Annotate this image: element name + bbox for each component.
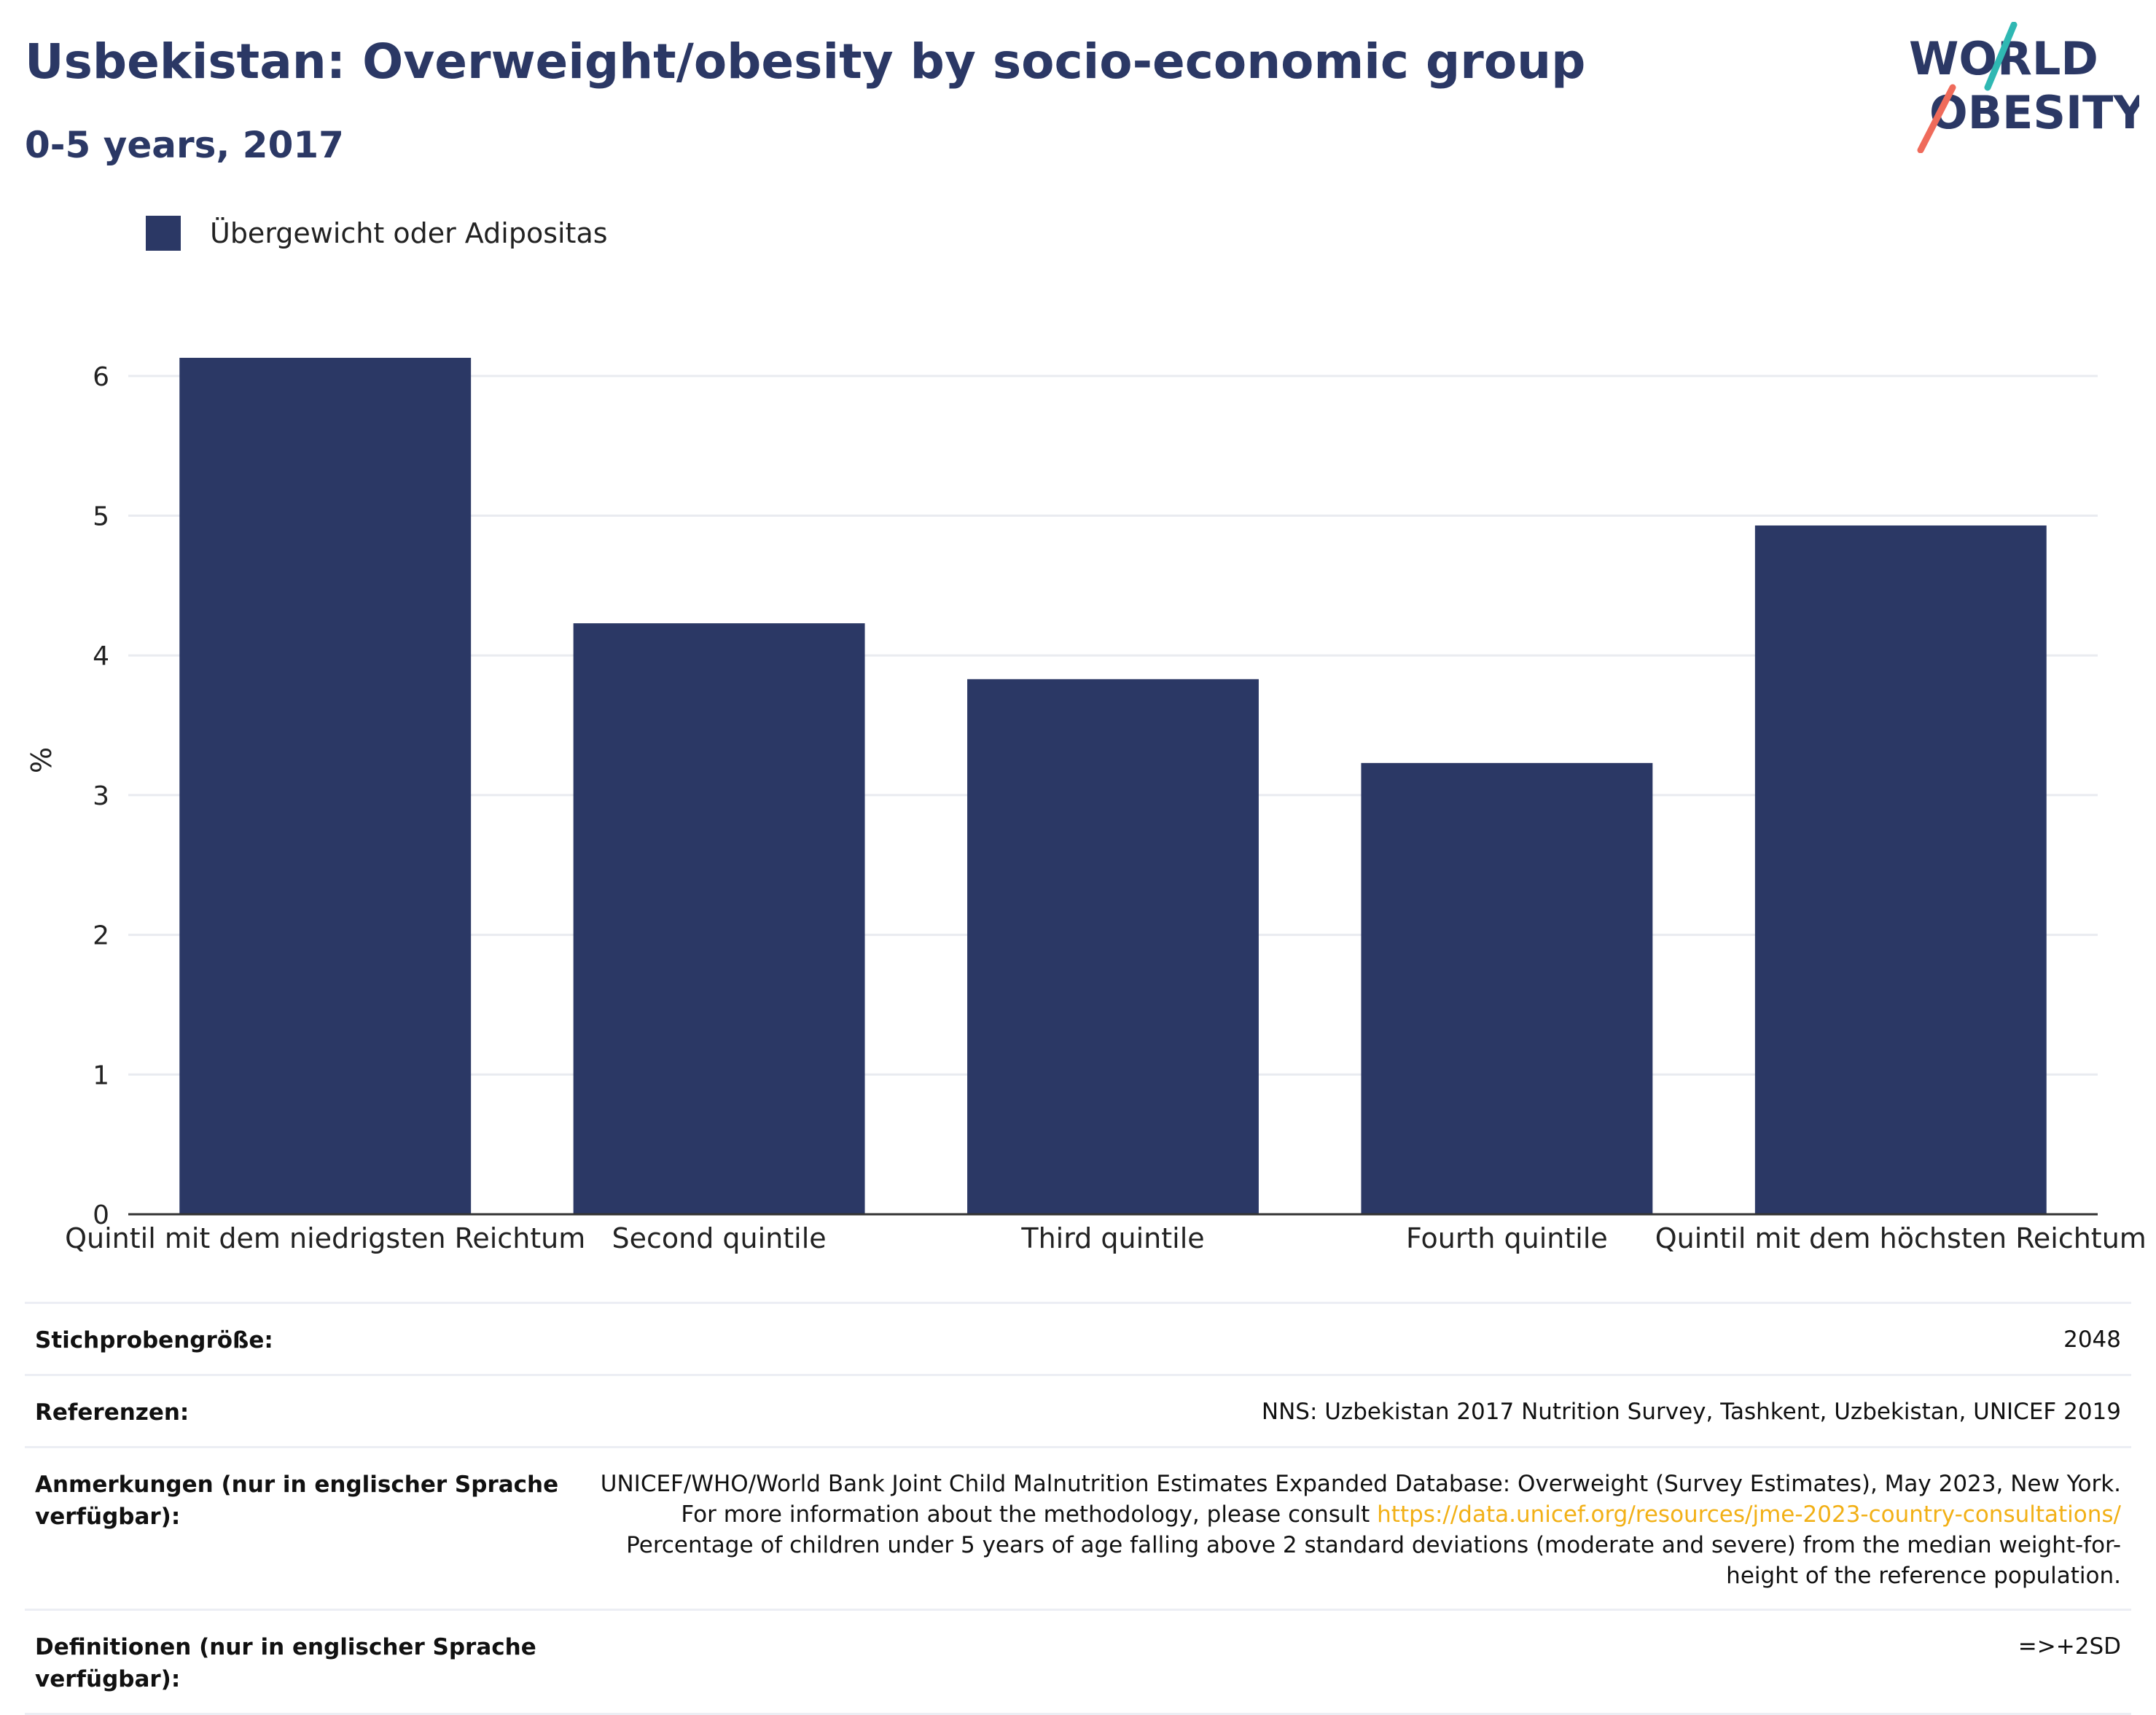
y-tick-label: 0 [93,1200,109,1230]
bar-chart: 0 1 2 3 4 5 6% Quintil mit dem niedrigsten Reic… [26,357,2147,1254]
notes-link[interactable]: https://data.unicef.org/resources/jme-20… [1377,1501,2121,1528]
legend-label: Übergewicht oder Adipositas [210,217,608,249]
logo-text-world: WORLD [1909,32,2098,85]
logo-slash-coral [1917,84,1956,153]
world-obesity-logo: WORLD OBESITY [1909,22,2139,153]
meta-value-sample-size: 2048 [2063,1327,2121,1353]
y-tick-label: 5 [93,502,109,532]
meta-row-references: Referenzen: NNS: Uzbekistan 2017 Nutriti… [25,1374,2131,1446]
bar [1754,525,2047,1214]
bar [967,679,1259,1214]
x-tick-label: Quintil mit dem höchsten Reichtum [1655,1222,2147,1254]
logo-text-obesity: OBESITY [1929,86,2139,139]
chart-title: Usbekistan: Overweight/obesity by socio-… [25,34,1586,90]
y-tick-label: 1 [93,1060,109,1090]
x-tick-label: Quintil mit dem niedrigsten Reichtum [65,1222,585,1254]
y-tick-label: 4 [93,641,109,671]
logo-slash-teal [1984,22,2018,91]
y-tick-label: 2 [93,921,109,951]
meta-label-definitions: Definitionen (nur in englischer Sprache … [35,1634,536,1692]
bar [1361,762,1653,1214]
meta-row-definitions: Definitionen (nur in englischer Sprache … [25,1609,2131,1715]
meta-label-notes: Anmerkungen (nur in englischer Sprache v… [35,1472,559,1530]
notes-text-before: UNICEF/WHO/World Bank Joint Child Malnut… [600,1471,2121,1528]
metadata-table: Stichprobengröße: 2048 Referenzen: NNS: … [25,1302,2131,1715]
bar [573,623,865,1214]
x-tick-label: Fourth quintile [1406,1222,1608,1254]
legend: Übergewicht oder Adipositas [146,216,608,251]
meta-label-references: Referenzen: [35,1399,190,1426]
x-tick-label: Third quintile [1020,1222,1204,1254]
meta-value-references: NNS: Uzbekistan 2017 Nutrition Survey, T… [1261,1399,2121,1425]
meta-row-notes: Anmerkungen (nur in englischer Sprache v… [25,1446,2131,1609]
y-tick-label: 6 [93,362,109,392]
bar [179,357,472,1214]
meta-row-sample-size: Stichprobengröße: 2048 [25,1302,2131,1374]
y-tick-label: 3 [93,781,109,811]
meta-label-sample-size: Stichprobengröße: [35,1327,273,1353]
meta-value-notes: UNICEF/WHO/World Bank Joint Child Malnut… [598,1469,2121,1591]
x-tick-label: Second quintile [612,1222,827,1254]
y-axis-title: % [26,747,58,773]
chart-subtitle: 0-5 years, 2017 [25,124,344,166]
meta-value-definitions: =>+2SD [2018,1633,2121,1660]
notes-text-after: Percentage of children under 5 years of … [626,1532,2121,1589]
legend-swatch [146,216,181,251]
